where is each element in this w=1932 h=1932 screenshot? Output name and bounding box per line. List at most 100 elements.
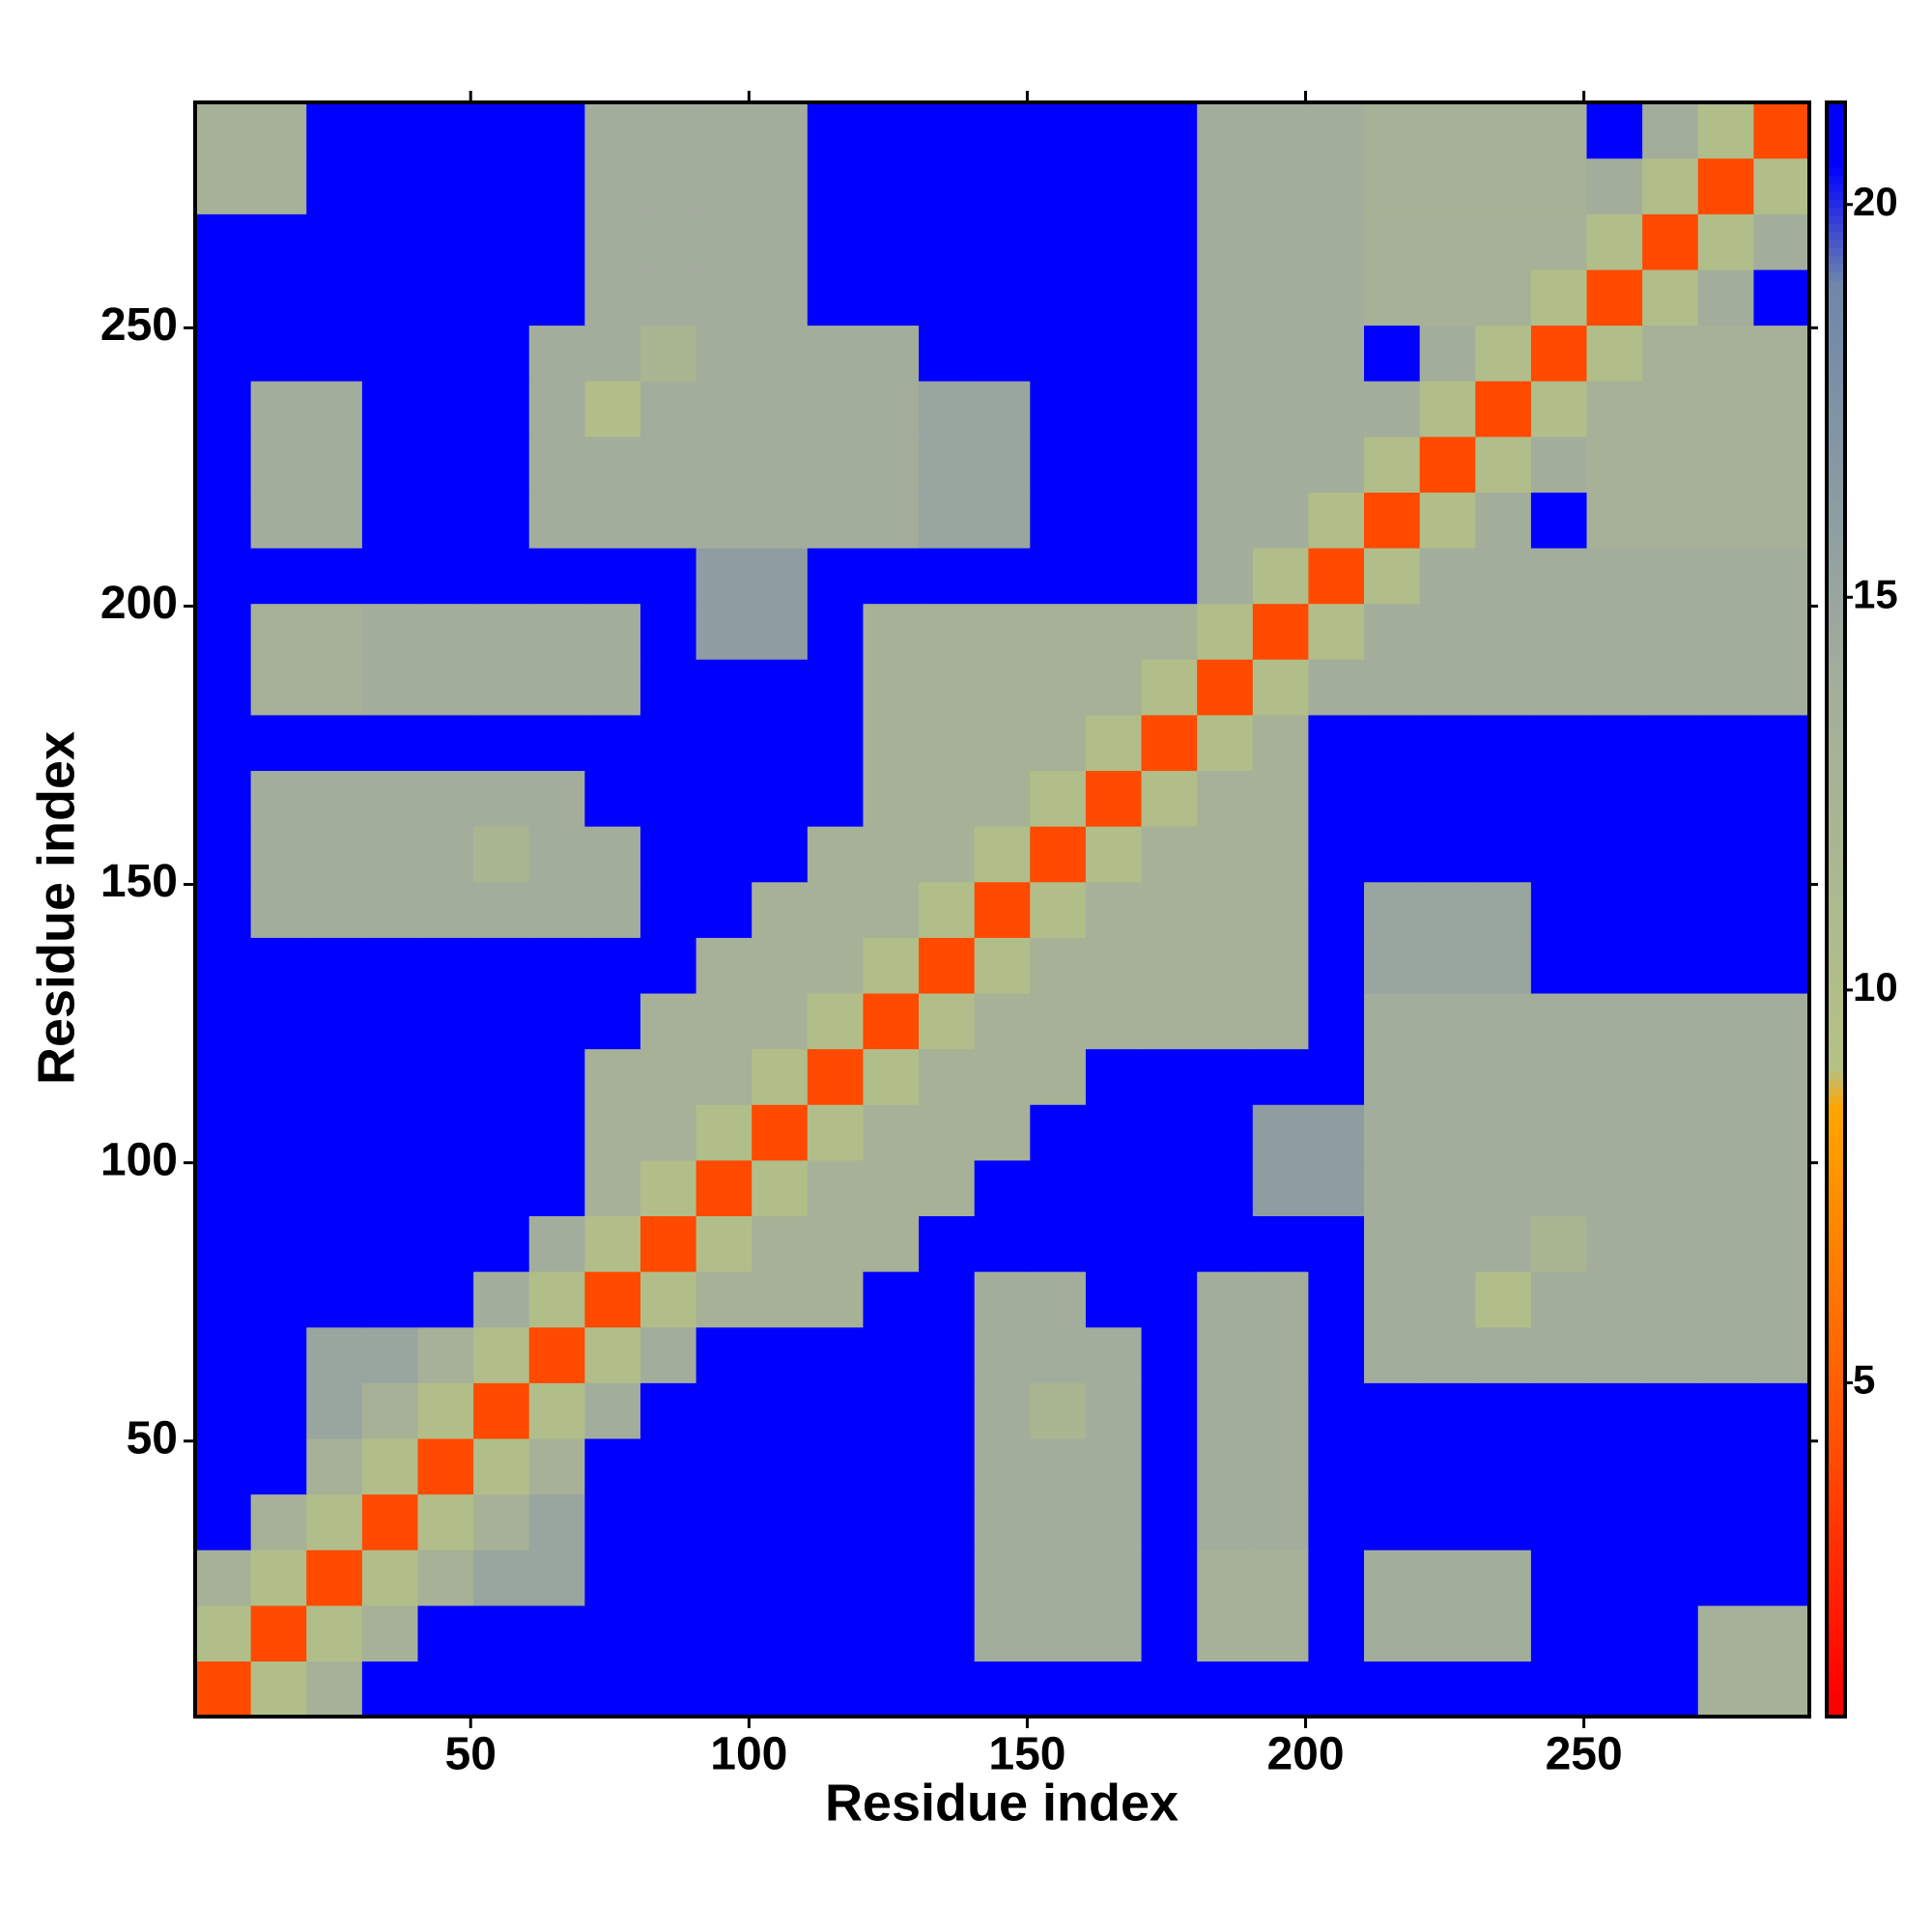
heatmap-cell [1308, 881, 1365, 938]
heatmap-cell [1419, 1493, 1476, 1550]
heatmap-cell [807, 1382, 865, 1439]
heatmap-cell [1197, 213, 1254, 270]
heatmap-cell [1530, 1661, 1588, 1718]
colorbar-segment [1827, 1038, 1845, 1048]
heatmap-cell [584, 1215, 641, 1272]
heatmap-cell [473, 992, 530, 1050]
heatmap-cell [1530, 1437, 1588, 1495]
heatmap-cell [974, 547, 1031, 605]
colorbar-segment [1827, 974, 1845, 983]
heatmap-cell [696, 1493, 753, 1550]
heatmap-cell [1252, 659, 1310, 716]
heatmap-cell [306, 603, 363, 660]
heatmap-cell [919, 547, 976, 605]
colorbar-segment [1827, 207, 1845, 216]
heatmap-cell [473, 102, 530, 159]
heatmap-cell [1197, 659, 1254, 716]
heatmap-cell [639, 547, 697, 605]
heatmap-cell [1030, 881, 1087, 938]
heatmap-cell [1308, 269, 1365, 327]
heatmap-cell [1364, 603, 1421, 660]
heatmap-cell [584, 492, 641, 549]
heatmap-cell [1419, 881, 1476, 938]
heatmap-cell [306, 1326, 363, 1383]
heatmap-cell [919, 659, 976, 716]
heatmap-cell [696, 1048, 753, 1105]
heatmap-cell [1475, 1437, 1532, 1495]
heatmap-cell [639, 1382, 697, 1439]
heatmap-cell [919, 1104, 976, 1161]
heatmap-cell [1252, 547, 1310, 605]
heatmap-cell [807, 1549, 865, 1606]
colorbar-segment [1827, 603, 1845, 611]
heatmap-cell [1085, 1104, 1143, 1161]
heatmap-cell [1475, 102, 1532, 159]
colorbar-segment [1827, 1660, 1845, 1669]
heatmap-cell [306, 547, 363, 605]
colorbar-segment [1827, 1369, 1845, 1378]
colorbar-tick-label: 10 [1853, 964, 1898, 1009]
heatmap-cell [1642, 603, 1699, 660]
heatmap-cell [1697, 1382, 1754, 1439]
heatmap-cell [528, 659, 585, 716]
heatmap-cell [584, 937, 641, 994]
colorbar-tick-label: 20 [1853, 179, 1898, 224]
heatmap-cell [1197, 770, 1254, 827]
heatmap-cell [696, 1326, 753, 1383]
heatmap-cell [195, 1382, 252, 1439]
heatmap-cell [1252, 937, 1310, 994]
heatmap-cell [1642, 547, 1699, 605]
heatmap-cell [1308, 1549, 1365, 1606]
heatmap-cell [1252, 603, 1310, 660]
heatmap-cell [974, 102, 1031, 159]
heatmap-cell [361, 992, 419, 1050]
heatmap-cell [1475, 714, 1532, 772]
heatmap-cell [1697, 269, 1754, 327]
heatmap-cell [1753, 881, 1810, 938]
heatmap-cell [306, 992, 363, 1050]
heatmap-cell [863, 157, 920, 214]
heatmap-cell [417, 436, 474, 493]
colorbar-segment [1827, 618, 1845, 628]
colorbar-segment [1827, 166, 1845, 176]
heatmap-cell [807, 1661, 865, 1718]
heatmap-cell [696, 770, 753, 827]
heatmap-cell [1530, 325, 1588, 382]
colorbar-segment [1827, 127, 1845, 136]
heatmap-cell [1475, 1661, 1532, 1718]
colorbar-segment [1827, 740, 1845, 749]
heatmap-cell [1586, 1104, 1643, 1161]
colorbar-segment [1827, 497, 1845, 507]
heatmap-cell [195, 1271, 252, 1328]
heatmap-cell [807, 881, 865, 938]
colorbar-segment [1827, 490, 1845, 498]
heatmap-cell [1252, 770, 1310, 827]
colorbar-segment [1827, 877, 1845, 887]
heatmap-cell [919, 1437, 976, 1495]
heatmap-cell [919, 937, 976, 994]
heatmap-cell [1364, 1605, 1421, 1662]
heatmap-cell [473, 714, 530, 772]
heatmap-cell [696, 1549, 753, 1606]
heatmap-cell [417, 1382, 474, 1439]
heatmap-cell [1475, 1159, 1532, 1217]
heatmap-cell [974, 269, 1031, 327]
heatmap-cell [1586, 213, 1643, 270]
colorbar-segment [1827, 1522, 1845, 1532]
heatmap-cell [361, 714, 419, 772]
heatmap-cell [1030, 714, 1087, 772]
heatmap-cell [1419, 659, 1476, 716]
heatmap-cell [1252, 1159, 1310, 1217]
colorbar-segment [1827, 1127, 1845, 1137]
heatmap-cell [584, 1437, 641, 1495]
heatmap-cell [528, 436, 585, 493]
colorbar-segment [1827, 1030, 1845, 1039]
heatmap-cells [195, 102, 1810, 1718]
heatmap-cell [417, 1437, 474, 1495]
colorbar-segment [1827, 1054, 1845, 1064]
heatmap-cell [696, 659, 753, 716]
colorbar-segment [1827, 142, 1845, 152]
heatmap-cell [974, 992, 1031, 1050]
heatmap-cell [1642, 436, 1699, 493]
colorbar-segment [1827, 190, 1845, 200]
